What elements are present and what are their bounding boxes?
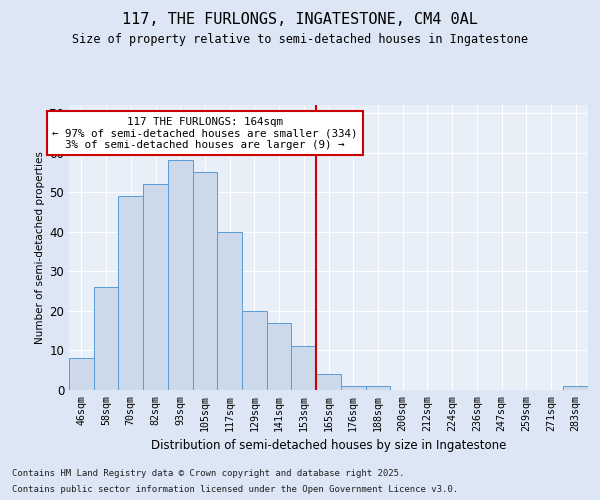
Bar — [292, 346, 316, 390]
Bar — [242, 311, 267, 390]
Text: Size of property relative to semi-detached houses in Ingatestone: Size of property relative to semi-detach… — [72, 32, 528, 46]
Text: Contains public sector information licensed under the Open Government Licence v3: Contains public sector information licen… — [12, 485, 458, 494]
Bar — [168, 160, 193, 390]
Bar — [94, 287, 118, 390]
Bar — [341, 386, 365, 390]
Bar — [69, 358, 94, 390]
X-axis label: Distribution of semi-detached houses by size in Ingatestone: Distribution of semi-detached houses by … — [151, 439, 506, 452]
Bar — [365, 386, 390, 390]
Bar — [118, 196, 143, 390]
Bar — [316, 374, 341, 390]
Text: Contains HM Land Registry data © Crown copyright and database right 2025.: Contains HM Land Registry data © Crown c… — [12, 468, 404, 477]
Bar — [143, 184, 168, 390]
Text: 117 THE FURLONGS: 164sqm
← 97% of semi-detached houses are smaller (334)
3% of s: 117 THE FURLONGS: 164sqm ← 97% of semi-d… — [52, 117, 358, 150]
Bar — [193, 172, 217, 390]
Text: 117, THE FURLONGS, INGATESTONE, CM4 0AL: 117, THE FURLONGS, INGATESTONE, CM4 0AL — [122, 12, 478, 28]
Bar — [267, 322, 292, 390]
Y-axis label: Number of semi-detached properties: Number of semi-detached properties — [35, 151, 45, 344]
Bar — [563, 386, 588, 390]
Bar — [217, 232, 242, 390]
